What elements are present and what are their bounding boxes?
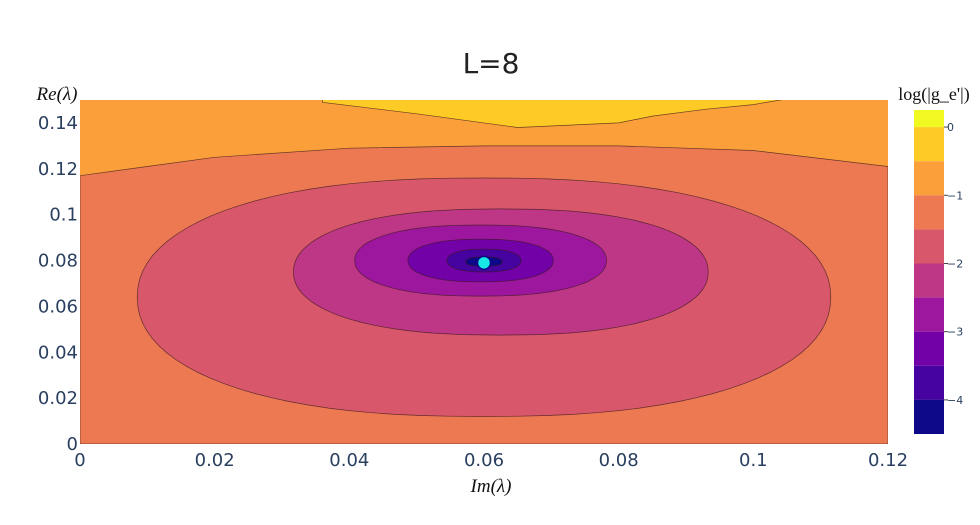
x-tick-label: 0 xyxy=(74,450,85,471)
y-tick-label: 0.04 xyxy=(38,342,78,363)
colorbar-band xyxy=(914,263,944,298)
colorbar-tick-label: −2 xyxy=(947,257,963,270)
colorbar-band xyxy=(914,331,944,366)
contour-fills xyxy=(80,100,888,444)
minimum-marker xyxy=(476,255,492,271)
y-tick-label: 0.12 xyxy=(38,159,78,180)
plot-area xyxy=(80,100,888,444)
y-tick-label: 0.08 xyxy=(38,251,78,272)
y-tick-label: 0.14 xyxy=(38,113,78,134)
axis-ticks: 0 0.02 0.04 0.06 0.08 0.1 0.12 0 0.02 0.04 0.06 0.0… xyxy=(38,113,908,471)
colorbar-band xyxy=(914,399,944,434)
colorbar-title: log(|g_e'|) xyxy=(898,84,969,105)
y-tick-label: 0.02 xyxy=(38,388,78,409)
y-tick-label: 0.06 xyxy=(38,296,78,317)
colorbar-band xyxy=(914,195,944,230)
chart-title: L=8 xyxy=(463,47,520,80)
x-tick-label: 0.12 xyxy=(868,450,908,471)
y-tick-label: 0 xyxy=(67,434,78,455)
colorbar-tick-label: −4 xyxy=(947,394,963,407)
colorbar: 0 −1 −2 −3 −4 xyxy=(914,110,963,434)
colorbar-band xyxy=(914,110,944,128)
x-tick-label: 0.02 xyxy=(195,450,235,471)
colorbar-tick-label: −1 xyxy=(947,189,963,202)
x-axis-label: Im(λ) xyxy=(470,476,512,497)
colorbar-tick-label: 0 xyxy=(947,121,954,134)
colorbar-band xyxy=(914,229,944,264)
x-tick-label: 0.1 xyxy=(739,450,768,471)
y-axis-label: Re(λ) xyxy=(36,84,78,105)
colorbar-band xyxy=(914,297,944,332)
x-tick-label: 0.08 xyxy=(599,450,639,471)
y-tick-label: 0.1 xyxy=(49,205,78,226)
contour-level-1 xyxy=(322,100,783,128)
colorbar-band xyxy=(914,161,944,196)
colorbar-band xyxy=(914,127,944,162)
colorbar-tick-label: −3 xyxy=(947,326,963,339)
x-tick-label: 0.06 xyxy=(464,450,504,471)
x-tick-label: 0.04 xyxy=(329,450,369,471)
colorbar-band xyxy=(914,365,944,400)
